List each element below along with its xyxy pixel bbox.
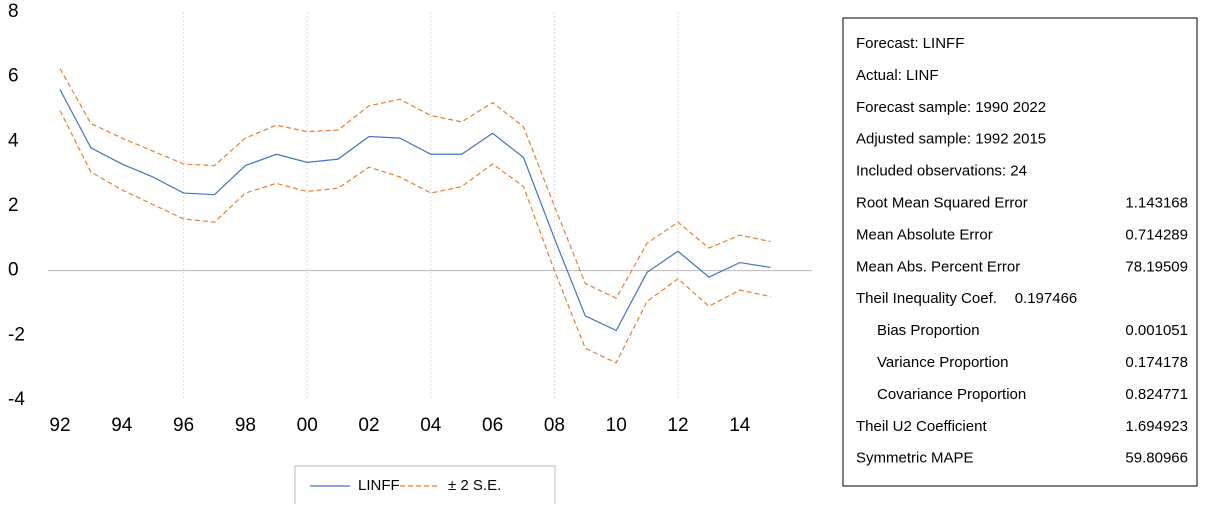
- y-tick-label: 4: [8, 130, 19, 151]
- stat-value: 1.143168: [1125, 194, 1188, 211]
- stat-value: 0.714289: [1125, 226, 1188, 243]
- y-tick-label: 0: [8, 260, 19, 281]
- stat-label: Forecast: LINFF: [856, 35, 964, 52]
- stat-label: Mean Abs. Percent Error: [856, 258, 1020, 275]
- x-tick-label: 12: [667, 415, 688, 436]
- x-tick-label: 96: [173, 415, 194, 436]
- x-tick-label: 98: [235, 415, 256, 436]
- stat-value: 0.001051: [1125, 322, 1188, 339]
- stats-box: [842, 17, 1198, 487]
- stat-label: Theil Inequality Coef.: [856, 290, 997, 307]
- stat-label: Included observations: 24: [856, 163, 1027, 180]
- stat-value: 0.824771: [1125, 386, 1188, 403]
- y-tick-label: 8: [8, 1, 19, 22]
- stat-label: Root Mean Squared Error: [856, 194, 1028, 211]
- stat-label: Theil U2 Coefficient: [856, 418, 987, 435]
- x-tick-label: 04: [420, 415, 442, 436]
- series-line: [59, 89, 771, 332]
- stat-label: Mean Absolute Error: [856, 226, 993, 243]
- x-tick-label: 00: [297, 415, 318, 436]
- stat-label: Symmetric MAPE: [856, 450, 974, 467]
- stat-value: 0.197466: [1015, 290, 1078, 307]
- legend-label: ± 2 S.E.: [448, 477, 501, 494]
- stat-value: 1.694923: [1125, 418, 1188, 435]
- legend-label: LINFF: [358, 477, 400, 494]
- x-tick-label: 94: [111, 415, 133, 436]
- legend-box: [294, 465, 556, 507]
- x-tick-label: 08: [544, 415, 565, 436]
- x-tick-label: 92: [49, 415, 70, 436]
- series-line: [59, 110, 771, 364]
- stat-value: 59.80966: [1125, 450, 1188, 467]
- stat-label: Covariance Proportion: [877, 386, 1026, 403]
- stat-value: 0.174178: [1125, 354, 1188, 371]
- stat-label: Variance Proportion: [877, 354, 1008, 371]
- stat-value: 78.19509: [1125, 258, 1188, 275]
- x-tick-label: 02: [358, 415, 379, 436]
- series-line: [59, 68, 771, 299]
- stat-label: Forecast sample: 1990 2022: [856, 99, 1046, 116]
- x-tick-label: 10: [606, 415, 627, 436]
- stat-label: Bias Proportion: [877, 322, 980, 339]
- x-tick-label: 06: [482, 415, 503, 436]
- stat-label: Actual: LINF: [856, 67, 939, 84]
- y-tick-label: 2: [8, 195, 19, 216]
- y-tick-label: -4: [8, 389, 25, 410]
- y-tick-label: 6: [8, 66, 19, 87]
- y-tick-label: -2: [8, 324, 25, 345]
- stat-label: Adjusted sample: 1992 2015: [856, 131, 1046, 148]
- x-tick-label: 14: [729, 415, 751, 436]
